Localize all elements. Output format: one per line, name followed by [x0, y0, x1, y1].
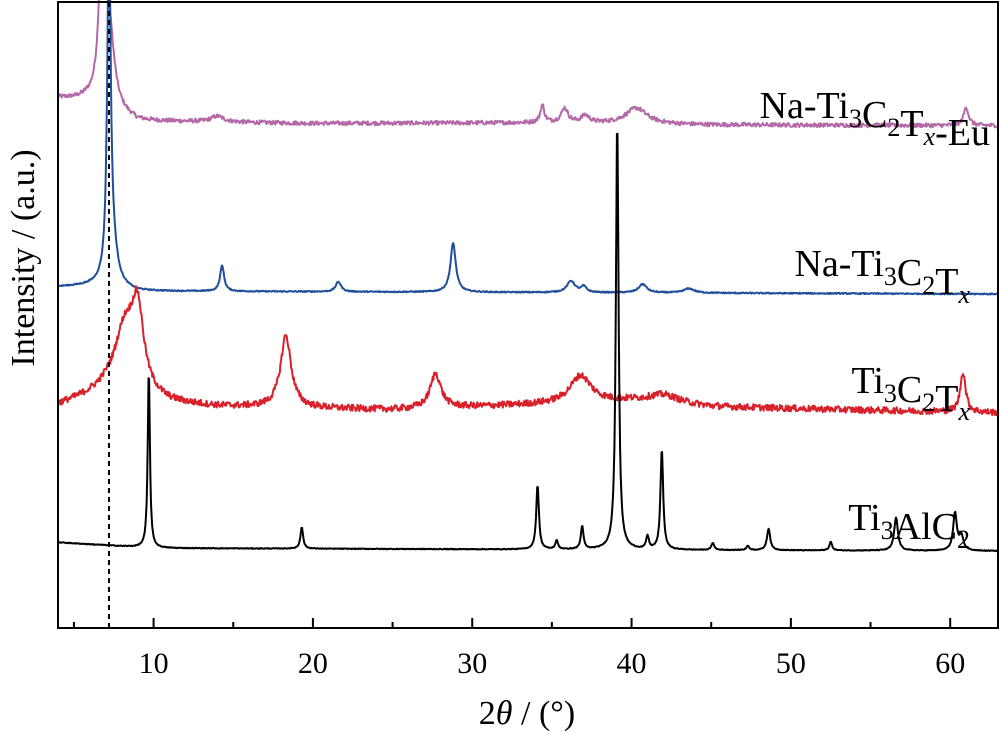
x-tick-label: 30 — [457, 647, 487, 680]
plot-frame — [57, 1, 999, 629]
series-line — [57, 285, 999, 417]
series-line — [57, 0, 999, 296]
x-tick-label: 10 — [139, 647, 169, 680]
x-tick-label: 50 — [776, 647, 806, 680]
series-label: Na-Ti3C2Tx — [794, 243, 970, 309]
x-axis-label: 2θ / (°) — [479, 695, 575, 732]
x-ticks-layer: 10 20 30 40 50 60 — [72, 618, 965, 680]
series-label: Ti3C2Tx — [851, 360, 970, 426]
x-tick-label: 60 — [935, 647, 965, 680]
series-label: Ti3AlC2 — [848, 497, 970, 554]
x-tick-label: 20 — [298, 647, 328, 680]
series-labels-layer: Na-Ti3C2Tx-Eu Na-Ti3C2Tx Ti3C2Tx Ti3AlC2 — [760, 85, 990, 554]
y-axis-label: Intensity / (a.u.) — [5, 149, 42, 366]
series-line — [57, 0, 999, 129]
series-line — [57, 132, 999, 553]
x-tick-label: 40 — [617, 647, 647, 680]
traces-layer — [57, 0, 999, 553]
series-label: Na-Ti3C2Tx-Eu — [760, 85, 990, 154]
